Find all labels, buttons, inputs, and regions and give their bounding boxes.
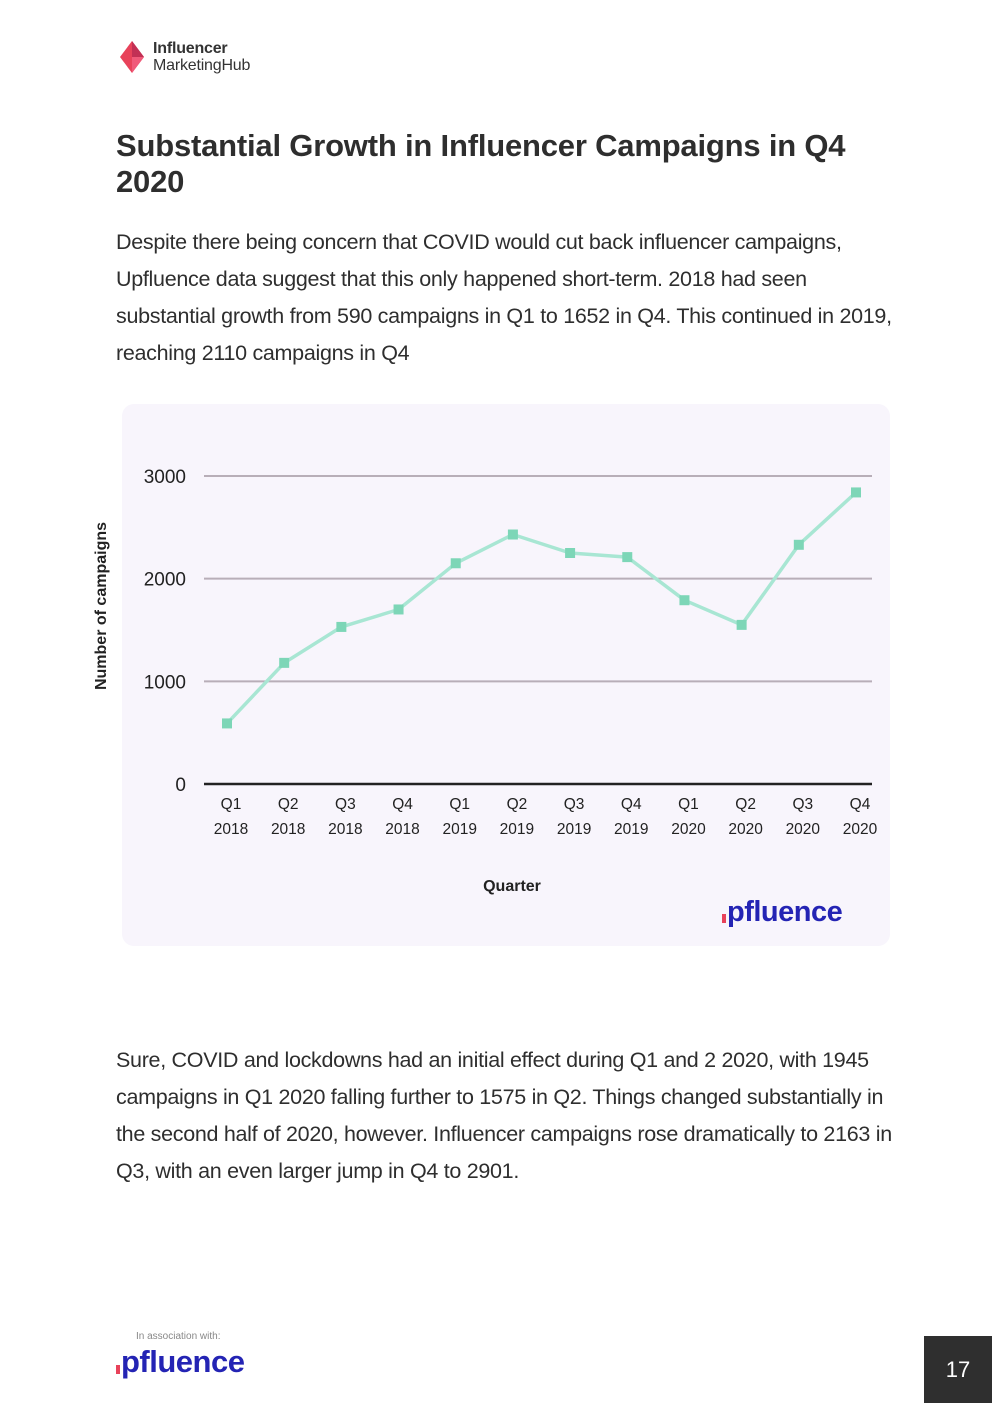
- logo-mark-icon: [116, 38, 150, 76]
- x-tick-label: Q4: [392, 796, 413, 813]
- chart-brand-text: pfluence: [727, 896, 843, 928]
- footer-upfluence-logo: pfluence: [116, 1344, 245, 1380]
- y-tick-label: 0: [175, 775, 186, 796]
- x-tick-label: Q4: [850, 796, 871, 813]
- x-tick-label: Q1: [678, 796, 699, 813]
- x-tick-label: 2019: [557, 821, 591, 838]
- x-tick-label: 2019: [614, 821, 648, 838]
- data-point: [336, 621, 347, 632]
- x-tick-label: Q2: [735, 796, 756, 813]
- x-tick-label: 2020: [786, 821, 821, 838]
- logo-line2: MarketingHub: [153, 57, 251, 74]
- x-tick-label: Q2: [278, 796, 299, 813]
- y-tick-label: 1000: [144, 672, 186, 693]
- data-point: [851, 487, 861, 498]
- data-point: [393, 604, 404, 615]
- chart-upfluence-logo: pfluence: [722, 896, 843, 929]
- influencer-marketing-hub-logo: Influencer MarketingHub: [116, 38, 250, 76]
- x-tick-label: Q2: [507, 796, 528, 813]
- x-axis-label: Quarter: [483, 878, 541, 895]
- x-tick-label: Q1: [449, 796, 470, 813]
- x-tick-label: 2019: [500, 821, 534, 838]
- page-number: 17: [924, 1336, 992, 1403]
- data-point: [622, 552, 633, 563]
- y-tick-label: 2000: [144, 570, 186, 591]
- series-markers: [222, 487, 861, 729]
- chart-card: [122, 404, 890, 946]
- data-point: [565, 548, 576, 558]
- data-point: [507, 529, 518, 540]
- footer-upfluence-accent-icon: [116, 1344, 121, 1379]
- x-tick-label: 2018: [328, 821, 362, 838]
- x-tick-labels: Q1 2018 Q2 2018 Q3 2018 Q4 2018 Q1 2019 Q2 2019 Q3 20…: [214, 796, 878, 838]
- x-tick-label: 2020: [843, 821, 878, 838]
- y-tick-labels: 0 1000 2000 3000: [144, 467, 186, 796]
- association-label: In association with:: [136, 1331, 221, 1342]
- x-tick-label: Q3: [564, 796, 585, 813]
- data-point: [793, 539, 804, 550]
- x-tick-label: 2020: [671, 821, 706, 838]
- x-tick-label: Q3: [792, 796, 813, 813]
- x-tick-label: 2020: [728, 821, 763, 838]
- footer-brand-text: pfluence: [121, 1344, 245, 1379]
- x-tick-label: Q1: [221, 796, 242, 813]
- data-point: [450, 558, 461, 569]
- grid-lines: [204, 475, 872, 683]
- x-tick-label: 2018: [271, 821, 305, 838]
- intro-paragraph: Despite there being concern that COVID w…: [116, 230, 892, 365]
- logo-line1: Influencer: [153, 40, 228, 57]
- y-axis-label: Number of campaigns: [93, 522, 110, 690]
- upfluence-accent-icon: [722, 896, 727, 928]
- closing-paragraph: Sure, COVID and lockdowns had an initial…: [116, 1048, 892, 1183]
- data-point: [279, 657, 290, 668]
- y-tick-label: 3000: [144, 467, 186, 488]
- x-tick-label: 2018: [385, 821, 419, 838]
- x-tick-label: 2018: [214, 821, 248, 838]
- series-line: [225, 491, 858, 725]
- page-title: Substantial Growth in Influencer Campaig…: [116, 128, 846, 199]
- data-point: [222, 718, 232, 729]
- data-point: [736, 619, 747, 630]
- x-tick-label: 2019: [442, 821, 476, 838]
- x-tick-label: Q4: [621, 796, 642, 813]
- data-point: [679, 595, 690, 606]
- x-tick-label: Q3: [335, 796, 356, 813]
